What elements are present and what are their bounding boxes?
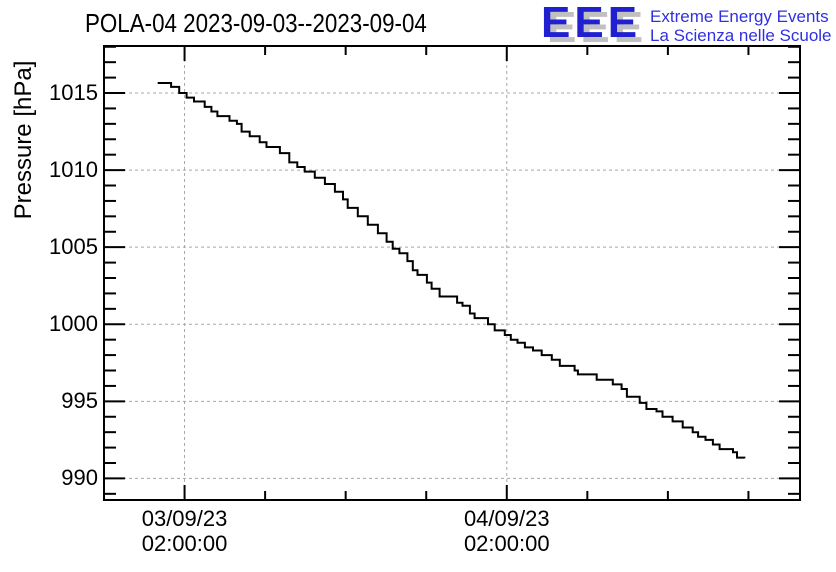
x-tick-label-time: 02:00:00 (463, 531, 550, 556)
eee-logo-line2: La Scienza nelle Scuole (650, 26, 832, 45)
x-tick-label-04/09/23: 04/09/23 02:00:00 (464, 506, 550, 556)
plot-frame (103, 45, 801, 501)
page-title: POLA-04 2023-09-03--2023-09-04 (85, 8, 427, 38)
y-tick-label-1015: 1015 (49, 80, 98, 106)
x-tick-label-date: 03/09/23 (141, 506, 228, 531)
x-tick-label-time: 02:00:00 (141, 531, 228, 556)
y-tick-label-990: 990 (61, 465, 98, 491)
eee-logo-text: Extreme Energy Events La Scienza nelle S… (650, 7, 831, 45)
y-tick-label-995: 995 (61, 388, 98, 414)
pressure-series-line (157, 82, 746, 459)
x-tick-label-03/09/23: 03/09/23 02:00:00 (142, 506, 228, 556)
y-tick-label-1000: 1000 (49, 311, 98, 337)
x-tick-label-date: 04/09/23 (463, 506, 550, 531)
y-tick-label-1005: 1005 (49, 234, 98, 260)
eee-logo-line1: Extreme Energy Events (650, 7, 829, 26)
eee-logo-acronym: EEE (541, 0, 642, 47)
y-tick-label-1010: 1010 (49, 157, 98, 183)
eee-logo: EEE Extreme Energy Events La Scienza nel… (541, 0, 832, 46)
